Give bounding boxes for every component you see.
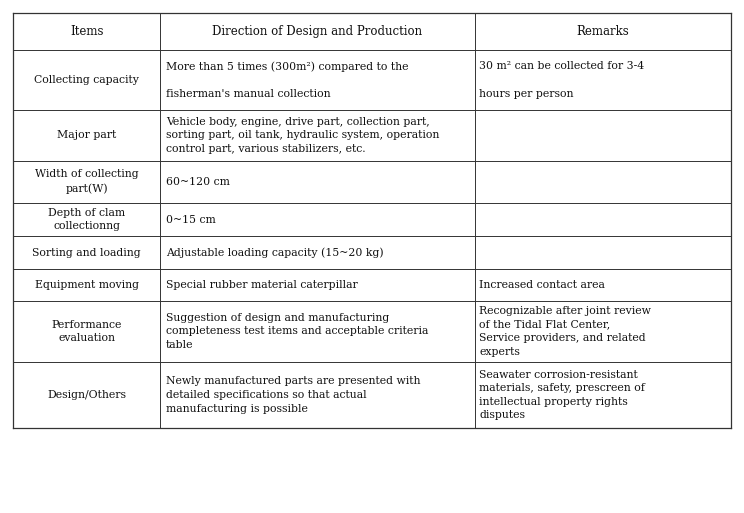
Text: Performance
evaluation: Performance evaluation	[51, 320, 122, 343]
Text: Major part: Major part	[57, 130, 116, 141]
Text: Newly manufactured parts are presented with
detailed specifications so that actu: Newly manufactured parts are presented w…	[166, 377, 420, 413]
Text: Equipment moving: Equipment moving	[35, 280, 138, 290]
Text: Seawater corrosion-resistant
materials, safety, prescreen of
intellectual proper: Seawater corrosion-resistant materials, …	[479, 369, 645, 421]
Text: More than 5 times (300m²) compared to the

fisherman's manual collection: More than 5 times (300m²) compared to th…	[166, 61, 408, 99]
Text: Vehicle body, engine, drive part, collection part,
sorting part, oil tank, hydra: Vehicle body, engine, drive part, collec…	[166, 117, 439, 154]
Text: Increased contact area: Increased contact area	[479, 280, 605, 290]
Text: 60~120 cm: 60~120 cm	[166, 176, 230, 187]
Text: Sorting and loading: Sorting and loading	[32, 248, 141, 258]
Text: Design/Others: Design/Others	[47, 390, 126, 400]
Text: Recognizable after joint review
of the Tidal Flat Center,
Service providers, and: Recognizable after joint review of the T…	[479, 306, 651, 357]
Text: 0~15 cm: 0~15 cm	[166, 214, 216, 225]
Text: Remarks: Remarks	[577, 25, 629, 38]
Text: Collecting capacity: Collecting capacity	[34, 75, 139, 85]
Text: Direction of Design and Production: Direction of Design and Production	[212, 25, 423, 38]
Text: Items: Items	[70, 25, 103, 38]
Text: 30 m² can be collected for 3-4

hours per person: 30 m² can be collected for 3-4 hours per…	[479, 62, 644, 98]
Text: Depth of clam
collectionng: Depth of clam collectionng	[48, 208, 125, 231]
Text: Special rubber material caterpillar: Special rubber material caterpillar	[166, 280, 358, 290]
Text: Width of collecting
part(W): Width of collecting part(W)	[35, 169, 138, 194]
Text: Suggestion of design and manufacturing
completeness test items and acceptable cr: Suggestion of design and manufacturing c…	[166, 313, 429, 350]
Text: Adjustable loading capacity (15~20 kg): Adjustable loading capacity (15~20 kg)	[166, 247, 384, 258]
